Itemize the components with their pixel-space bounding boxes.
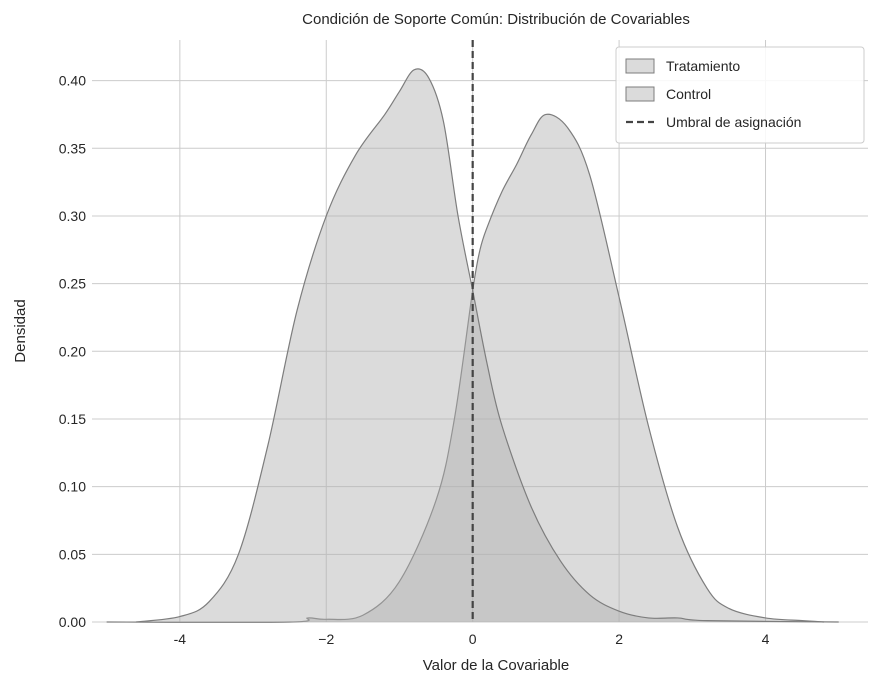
y-tick-label: 0.40 — [59, 73, 86, 89]
density-line-control — [135, 68, 839, 623]
y-tick-label: 0.00 — [59, 614, 86, 630]
x-tick-label: 2 — [615, 631, 623, 647]
legend-label: Tratamiento — [666, 58, 740, 74]
x-tick-label: -4 — [174, 631, 187, 647]
legend-swatch — [625, 86, 655, 102]
y-tick-label: 0.30 — [59, 208, 86, 224]
y-axis-label: Densidad — [12, 299, 29, 362]
x-axis-label: Valor de la Covariable — [423, 657, 569, 674]
density-line-tratamiento — [106, 113, 825, 623]
x-tick-label: 4 — [762, 631, 770, 647]
y-tick-label: 0.10 — [59, 479, 86, 495]
y-tick-label: 0.20 — [59, 343, 86, 359]
x-tick-label: −2 — [318, 631, 334, 647]
legend-swatch — [625, 58, 655, 74]
y-tick-label: 0.05 — [59, 546, 86, 562]
y-tick-label: 0.25 — [59, 276, 86, 292]
legend-label: Umbral de asignación — [666, 114, 801, 130]
x-tick-label: 0 — [469, 631, 477, 647]
density-area-tratamiento — [106, 114, 825, 623]
legend: Tratamiento Control Umbral de asignación — [615, 46, 865, 144]
legend-box — [615, 46, 865, 144]
legend-label: Control — [666, 86, 711, 102]
density-area-control — [135, 68, 839, 622]
chart-title: Condición de Soporte Común: Distribución… — [302, 11, 690, 28]
y-tick-label: 0.15 — [59, 411, 86, 427]
y-tick-label: 0.35 — [59, 140, 86, 156]
